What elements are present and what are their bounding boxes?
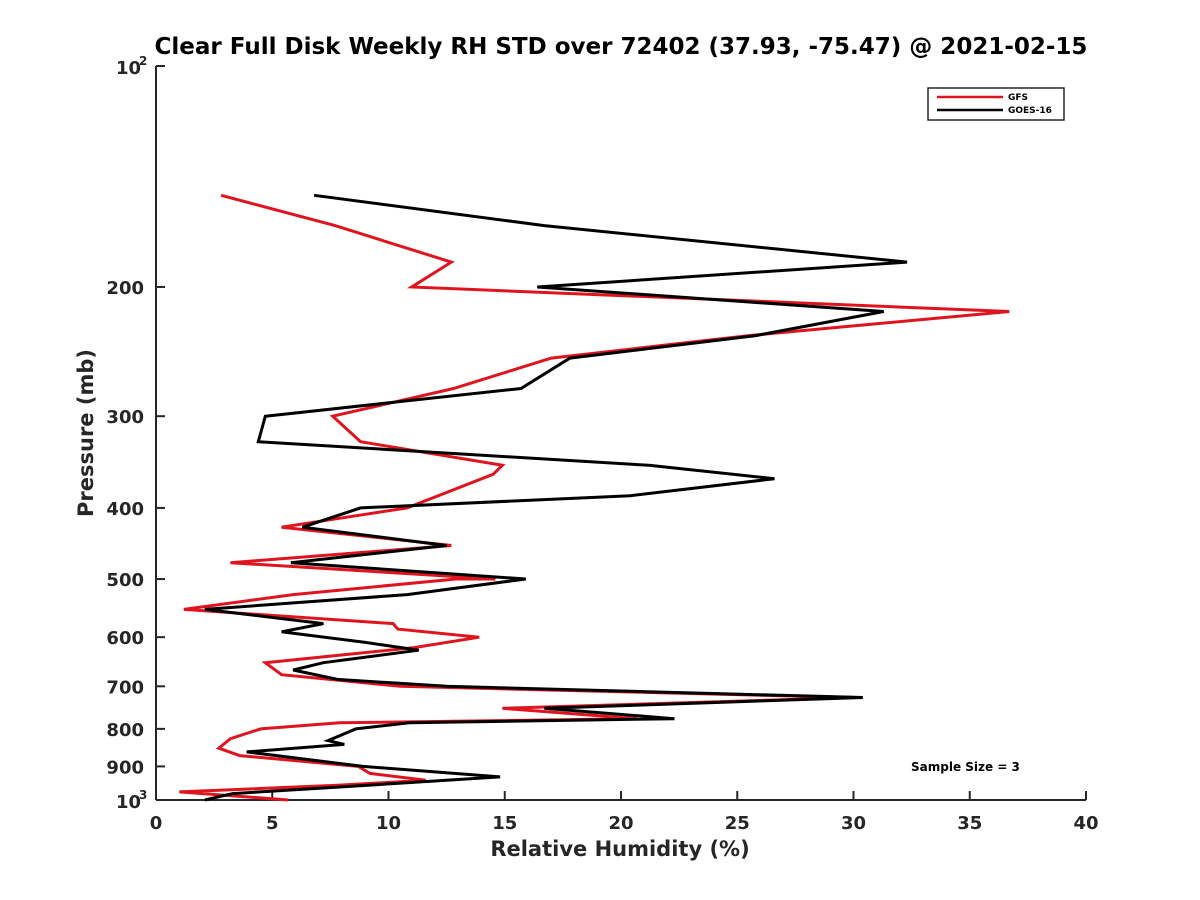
- series-line-gfs: [179, 193, 1010, 802]
- x-tick-label: 40: [1073, 813, 1098, 834]
- y-tick-label-exponent: 2: [139, 54, 147, 68]
- x-tick-label: 30: [841, 813, 866, 834]
- y-tick-label: 200: [106, 278, 144, 299]
- y-tick-label: 102: [116, 54, 147, 79]
- chart-title: Clear Full Disk Weekly RH STD over 72402…: [155, 34, 1088, 60]
- y-tick-label: 600: [106, 628, 144, 649]
- x-tick-label: 15: [492, 813, 517, 834]
- series-line-goes16: [204, 193, 908, 802]
- x-tick-label: 0: [150, 813, 163, 834]
- series-group: [179, 193, 1010, 802]
- y-tick-label: 300: [106, 407, 144, 428]
- x-tick-label: 5: [266, 813, 279, 834]
- sample-size-annotation: Sample Size = 3: [911, 760, 1020, 774]
- y-axis-label: Pressure (mb): [74, 349, 98, 517]
- y-tick-label: 400: [106, 499, 144, 520]
- x-tick-label: 20: [608, 813, 633, 834]
- y-tick-label-base: 10: [116, 58, 141, 79]
- y-tick-label: 500: [106, 570, 144, 591]
- legend-label-goes16: GOES-16: [1008, 106, 1052, 116]
- x-tick-label: 25: [725, 813, 750, 834]
- legend-box: [927, 87, 1065, 121]
- x-axis-label: Relative Humidity (%): [490, 837, 749, 861]
- x-ticks: 0 5 10 15 20 25 30 35 40: [150, 791, 1099, 834]
- y-tick-label: 103: [116, 788, 147, 813]
- y-tick-label-exponent: 3: [139, 788, 147, 802]
- y-tick-label: 900: [106, 757, 144, 778]
- y-tick-label-base: 10: [116, 792, 141, 813]
- x-tick-label: 10: [376, 813, 401, 834]
- y-tick-label: 800: [106, 720, 144, 741]
- legend: GFS GOES-16: [927, 87, 1065, 121]
- x-tick-label: 35: [957, 813, 982, 834]
- y-tick-label: 700: [106, 677, 144, 698]
- legend-label-gfs: GFS: [1008, 93, 1028, 103]
